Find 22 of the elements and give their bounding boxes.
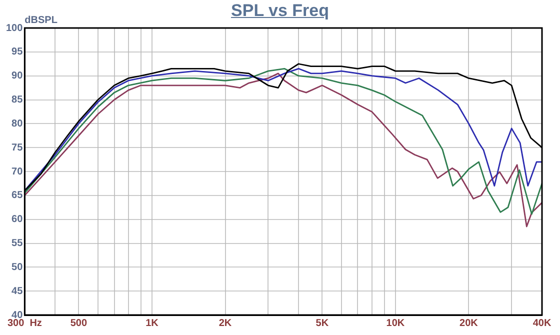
y-tick-label: 75: [12, 142, 24, 154]
x-tick-label: 40K: [532, 318, 552, 329]
y-tick-label: 55: [12, 238, 24, 249]
x-tick-label: 1K: [146, 318, 160, 329]
x-tick-label: 2K: [218, 318, 232, 329]
x-tick-label: 500: [70, 318, 88, 329]
chart-title: SPL vs Freq: [231, 1, 329, 20]
y-tick-label: 65: [12, 190, 24, 202]
y-tick-label: 70: [12, 166, 24, 178]
y-tick-label: 90: [12, 70, 24, 82]
y-tick-label: 50: [12, 262, 24, 273]
y-axis-title: dBSPL: [24, 14, 58, 26]
x-tick-label: 300 Hz: [7, 318, 42, 329]
y-tick-label: 100: [6, 22, 24, 34]
y-tick-label: 80: [12, 118, 24, 130]
y-tick-label: 85: [12, 94, 24, 106]
x-tick-label: 5K: [316, 318, 330, 329]
y-tick-label: 95: [12, 46, 24, 58]
x-tick-label: 10K: [386, 318, 406, 329]
x-tick-label: 20K: [460, 318, 479, 329]
y-tick-label: 45: [12, 286, 24, 297]
y-tick-label: 60: [12, 214, 24, 226]
